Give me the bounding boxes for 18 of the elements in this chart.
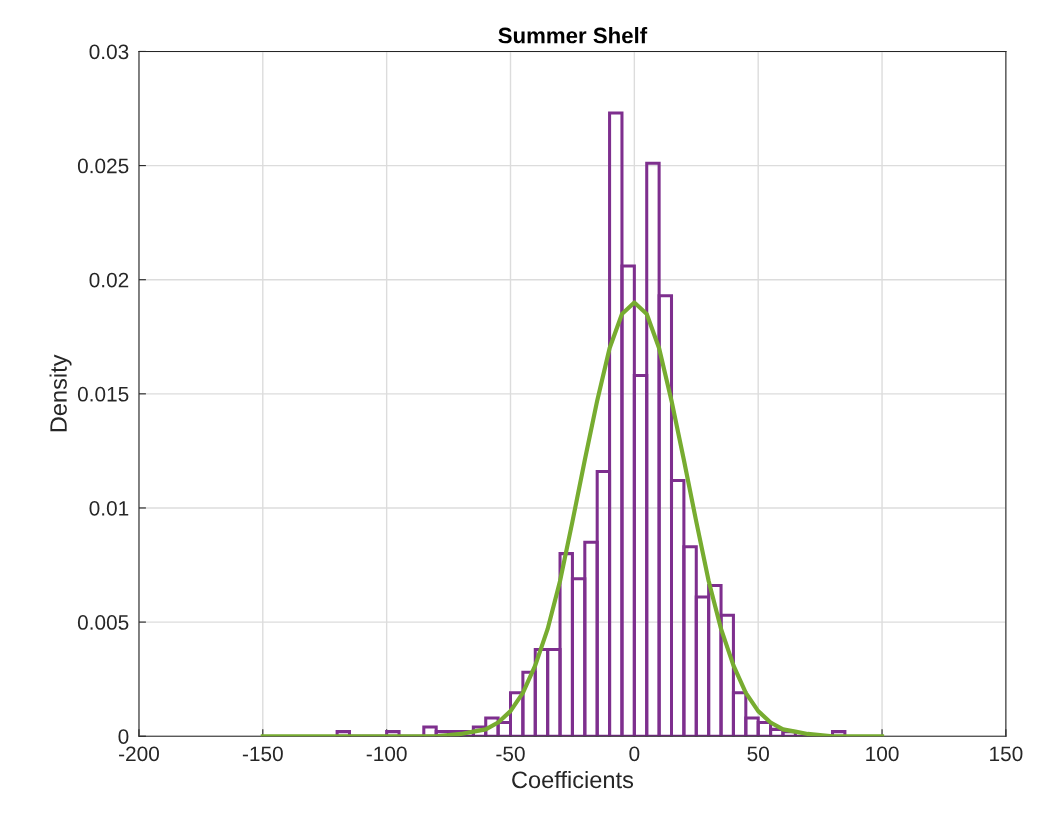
y-axis-title: Density xyxy=(49,354,72,432)
x-tick-label: -150 xyxy=(242,746,283,762)
y-tick-label: 0.01 xyxy=(89,500,129,516)
x-tick-label: 0 xyxy=(629,746,640,762)
y-tick-label: 0.005 xyxy=(77,615,129,630)
y-tick-label: 0.02 xyxy=(89,272,129,288)
x-tick-label: 100 xyxy=(866,746,899,762)
y-tick-label: 0.015 xyxy=(77,386,129,402)
x-tick-label: 50 xyxy=(747,746,769,762)
y-tick-label: 0 xyxy=(118,729,129,744)
x-tick-label: 150 xyxy=(990,746,1023,762)
y-tick-label: 0.025 xyxy=(77,158,129,174)
x-tick-label: -100 xyxy=(366,746,407,762)
x-tick-label: -200 xyxy=(119,746,159,762)
chart-title: Summer Shelf xyxy=(498,27,648,44)
x-tick-label: -50 xyxy=(496,746,525,762)
y-tick-label: 0.03 xyxy=(89,44,129,60)
x-axis-title: Coefficients xyxy=(512,770,634,789)
